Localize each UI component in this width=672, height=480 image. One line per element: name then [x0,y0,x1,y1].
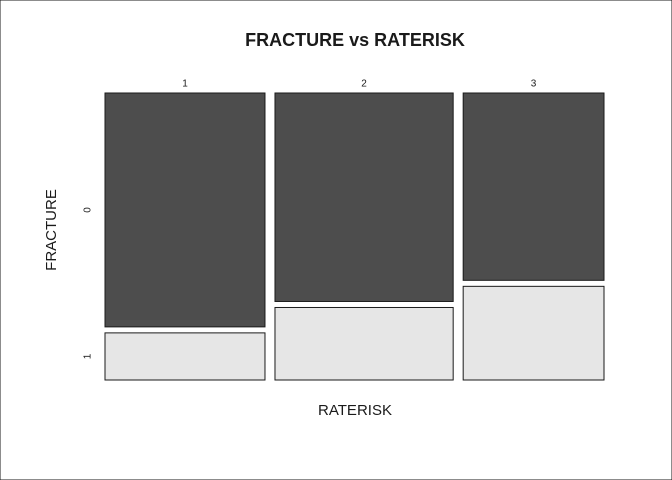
mosaic-cell [462,92,605,281]
y-axis-label: FRACTURE [43,189,60,271]
mosaic-cell [274,306,454,381]
mosaic-cell [462,285,605,381]
x-tick-label: 1 [182,79,188,90]
x-tick-label: 3 [531,79,537,90]
x-axis-label: RATERISK [318,402,392,419]
x-tick-label: 2 [361,79,367,90]
mosaic-cell [104,332,266,381]
mosaic-cell [104,92,266,328]
chart-title: FRACTURE vs RATERISK [245,30,465,50]
y-tick-label: 0 [83,207,94,213]
y-tick-label: 1 [83,353,94,359]
mosaic-cell [274,92,454,302]
